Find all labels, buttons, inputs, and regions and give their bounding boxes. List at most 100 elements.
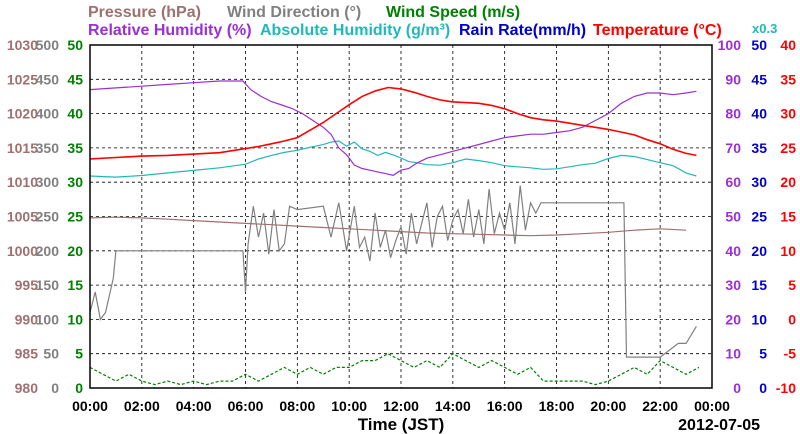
x-tick: 00:00: [694, 398, 730, 414]
y-tick-pressure: 1020: [7, 106, 38, 122]
legend-temperature: Temperature (°C): [593, 22, 722, 39]
legend-wind-direction: Wind Direction (°): [227, 4, 361, 21]
x-tick: 20:00: [590, 398, 626, 414]
y-tick-rain: 35: [751, 140, 767, 156]
x-tick: 18:00: [539, 398, 575, 414]
y-tick-pressure: 1025: [7, 71, 38, 87]
y-tick-humidity: 90: [725, 71, 741, 87]
x-tick: 06:00: [228, 398, 264, 414]
y-tick-wind-direction: 200: [36, 243, 60, 259]
y-tick-pressure: 1000: [7, 243, 38, 259]
x-axis: 00:00 02:00 04:00 06:00 08:00 10:00 12:00 14:00…: [72, 398, 730, 414]
x-axis-label: Time (JST): [358, 415, 445, 434]
y-tick-wind-speed: 5: [75, 346, 83, 362]
y-tick-pressure: 980: [15, 380, 39, 396]
date-label: 2012-07-05: [678, 417, 760, 434]
series-wind-direction: [89, 185, 697, 358]
y-tick-wind-direction: 150: [36, 277, 60, 293]
x-tick: 08:00: [279, 398, 315, 414]
y-tick-humidity: 10: [725, 346, 741, 362]
legend-relative-humidity: Relative Humidity (%): [88, 22, 252, 39]
y-tick-rain: 30: [751, 174, 767, 190]
y-tick-wind-speed: 50: [67, 37, 83, 53]
y-tick-pressure: 985: [15, 346, 39, 362]
x-tick: 00:00: [72, 398, 108, 414]
y-tick-wind-direction: 250: [36, 209, 60, 225]
series-temperature: [89, 86, 697, 160]
y-tick-pressure: 995: [15, 277, 39, 293]
y-tick-pressure: 1015: [7, 140, 38, 156]
y-tick-temperature: 5: [788, 277, 796, 293]
y-tick-rain: 5: [759, 346, 767, 362]
y-tick-wind-speed: 25: [67, 209, 83, 225]
y-tick-temperature: 35: [780, 71, 796, 87]
y-tick-wind-speed: 0: [75, 380, 83, 396]
y-tick-wind-speed: 35: [67, 140, 83, 156]
y-tick-humidity: 60: [725, 174, 741, 190]
x-tick: 04:00: [176, 398, 212, 414]
y-tick-temperature: -10: [776, 380, 796, 396]
y-tick-humidity: 50: [725, 209, 741, 225]
y-tick-wind-speed: 30: [67, 174, 83, 190]
y-tick-rain: 20: [751, 243, 767, 259]
y-tick-wind-direction: 350: [36, 140, 60, 156]
y-tick-rain: 25: [751, 209, 767, 225]
y-tick-wind-direction: 450: [36, 71, 60, 87]
x-tick: 10:00: [331, 398, 367, 414]
y-tick-temperature: 0: [788, 311, 796, 327]
legend-rain-rate: Rain Rate(mm/h): [459, 22, 586, 39]
y-tick-wind-speed: 10: [67, 311, 83, 327]
plot-frame: [89, 44, 713, 389]
scale-note: x0.3: [752, 21, 777, 36]
legend-absolute-humidity: Absolute Humidity (g/m³): [260, 22, 450, 39]
legend-pressure: Pressure (hPa): [88, 4, 201, 21]
y-tick-pressure: 1005: [7, 209, 38, 225]
y-tick-humidity: 100: [718, 37, 742, 53]
y-tick-rain: 15: [751, 277, 767, 293]
x-tick: 22:00: [642, 398, 678, 414]
series-pressure: [89, 216, 687, 237]
y-tick-wind-direction: 100: [36, 311, 60, 327]
y-tick-humidity: 40: [725, 243, 741, 259]
y-tick-wind-direction: 500: [36, 37, 60, 53]
y-tick-wind-speed: 15: [67, 277, 83, 293]
x-tick: 02:00: [124, 398, 160, 414]
y-tick-humidity: 30: [725, 277, 741, 293]
y-tick-humidity: 70: [725, 140, 741, 156]
y-tick-pressure: 1030: [7, 37, 38, 53]
series-relative-humidity: [89, 80, 697, 176]
y-tick-rain: 0: [759, 380, 767, 396]
y-tick-wind-speed: 45: [67, 71, 83, 87]
y-tick-humidity: 0: [733, 380, 741, 396]
x-tick: 14:00: [435, 398, 471, 414]
y-tick-rain: 50: [751, 37, 767, 53]
y-tick-wind-direction: 300: [36, 174, 60, 190]
x-tick: 12:00: [383, 398, 419, 414]
y-tick-rain: 10: [751, 311, 767, 327]
y-tick-wind-speed: 20: [67, 243, 83, 259]
y-tick-temperature: 25: [780, 140, 796, 156]
y-tick-temperature: 30: [780, 106, 796, 122]
y-tick-wind-direction: 50: [43, 346, 59, 362]
y-tick-temperature: 20: [780, 174, 796, 190]
y-axes: 1030102510201015101010051000995990985980…: [7, 37, 796, 396]
y-tick-rain: 45: [751, 71, 767, 87]
y-tick-humidity: 80: [725, 106, 741, 122]
x-tick: 16:00: [487, 398, 523, 414]
y-tick-temperature: 40: [780, 37, 796, 53]
y-tick-temperature: 15: [780, 209, 796, 225]
y-tick-pressure: 990: [15, 311, 39, 327]
y-tick-temperature: 10: [780, 243, 796, 259]
y-tick-temperature: -5: [784, 346, 797, 362]
y-tick-pressure: 1010: [7, 174, 38, 190]
y-tick-rain: 40: [751, 106, 767, 122]
legend-wind-speed: Wind Speed (m/s): [386, 4, 520, 21]
series-wind-speed: [89, 352, 700, 386]
series-absolute-humidity: [89, 140, 697, 178]
series-lines: [89, 80, 700, 386]
y-tick-humidity: 20: [725, 311, 741, 327]
y-tick-wind-direction: 400: [36, 106, 60, 122]
y-tick-wind-direction: 0: [51, 380, 59, 396]
